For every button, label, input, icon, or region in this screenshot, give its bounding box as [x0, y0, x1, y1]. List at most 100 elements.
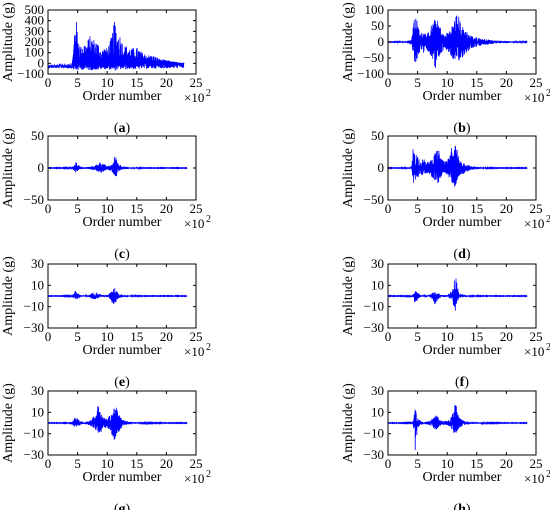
x-tick-label: 20	[160, 329, 173, 344]
x-tick-label: 15	[130, 456, 143, 471]
x-axis-label: Order number	[83, 89, 162, 104]
y-tick-label: 10	[371, 404, 384, 419]
series-line	[388, 404, 528, 450]
x-tick-label: 10	[101, 329, 114, 344]
y-tick-label: 200	[25, 34, 45, 49]
x-tick-label: 5	[74, 329, 81, 344]
plot-frame	[387, 263, 537, 329]
x-multiplier-label: ×10	[524, 90, 544, 105]
y-axis-label: Amplitude (g)	[341, 2, 356, 82]
x-tick-label: 5	[414, 75, 421, 90]
plot-frame	[47, 263, 197, 329]
x-multiplier-label: ×10	[524, 471, 544, 486]
series-line	[388, 15, 528, 68]
caption-letter: f	[460, 375, 465, 390]
panel-caption: (h)	[453, 502, 470, 510]
x-tick-label: 20	[500, 201, 513, 216]
y-tick-label: 100	[365, 2, 385, 17]
x-tick-label: 25	[190, 329, 203, 344]
y-axis-label: Amplitude (g)	[1, 256, 16, 336]
plot-frame	[47, 390, 197, 456]
y-tick-label: 10	[31, 404, 44, 419]
x-axis-label: Order number	[423, 343, 502, 358]
chart-panel-g: 0 5 10 15 20 25 −30 −10 10 30 Order number ×10 2 Ampl…	[1, 383, 211, 510]
x-tick-label: 10	[101, 456, 114, 471]
caption-close-paren: )	[466, 502, 471, 510]
series-line	[48, 21, 185, 71]
x-tick-label: 25	[190, 75, 203, 90]
series-line	[48, 288, 188, 304]
x-multiplier-label: ×10	[184, 90, 204, 105]
x-multiplier-exponent: 2	[206, 469, 211, 480]
caption-open-paren: (	[114, 121, 119, 136]
x-tick-label: 15	[130, 201, 143, 216]
x-tick-label: 5	[414, 201, 421, 216]
y-tick-label: 10	[31, 277, 44, 292]
x-tick-label: 20	[500, 456, 513, 471]
x-tick-label: 0	[45, 75, 52, 90]
x-multiplier-label: ×10	[184, 471, 204, 486]
x-multiplier-exponent: 2	[546, 342, 550, 353]
x-axis-label: Order number	[423, 470, 502, 485]
y-tick-label: 300	[25, 23, 45, 38]
y-tick-label: 30	[371, 383, 384, 398]
y-axis-label: Amplitude (g)	[341, 256, 356, 336]
x-tick-label: 20	[160, 456, 173, 471]
x-axis-label: Order number	[83, 470, 162, 485]
x-tick-label: 15	[470, 201, 483, 216]
caption-letter: e	[119, 375, 125, 390]
y-tick-label: −100	[17, 66, 44, 81]
x-multiplier-exponent: 2	[206, 88, 211, 99]
caption-letter: a	[119, 121, 126, 136]
y-tick-label: −30	[24, 447, 44, 462]
y-tick-label: 0	[38, 160, 45, 175]
y-tick-label: 500	[25, 2, 45, 17]
caption-close-paren: )	[126, 121, 131, 136]
x-tick-label: 20	[160, 75, 173, 90]
y-tick-label: 30	[371, 256, 384, 271]
caption-close-paren: )	[126, 502, 131, 510]
caption-close-paren: )	[125, 247, 130, 262]
y-tick-label: 50	[371, 18, 384, 33]
y-tick-label: −50	[364, 50, 384, 65]
caption-close-paren: )	[466, 247, 471, 262]
x-tick-label: 0	[45, 456, 52, 471]
x-tick-label: 5	[414, 456, 421, 471]
x-tick-label: 25	[530, 456, 543, 471]
x-tick-label: 25	[530, 75, 543, 90]
y-tick-label: −30	[24, 320, 44, 335]
panel-caption: (c)	[114, 247, 130, 262]
caption-open-paren: (	[114, 247, 119, 262]
x-tick-label: 0	[385, 329, 392, 344]
caption-letter: d	[458, 247, 466, 262]
panel-caption: (f)	[455, 375, 469, 390]
chart-panel-e: 0 5 10 15 20 25 −30 −10 10 30 Order number ×10 2 Ampl…	[1, 256, 211, 390]
x-multiplier-label: ×10	[184, 216, 204, 231]
x-axis-label: Order number	[423, 215, 502, 230]
y-tick-label: 30	[31, 256, 44, 271]
y-tick-label: 0	[378, 34, 385, 49]
panel-caption: (b)	[453, 121, 470, 136]
x-tick-label: 5	[74, 75, 81, 90]
y-axis-label: Amplitude (g)	[1, 2, 16, 82]
x-tick-label: 10	[101, 201, 114, 216]
y-axis-label: Amplitude (g)	[1, 128, 16, 208]
y-tick-label: 100	[25, 45, 45, 60]
y-tick-label: 400	[25, 13, 45, 28]
chart-panel-h: 0 5 10 15 20 25 −30 −10 10 30 Order number ×10 2 Ampl…	[341, 383, 550, 510]
x-tick-label: 5	[74, 456, 81, 471]
y-tick-label: −100	[357, 66, 384, 81]
caption-letter: g	[119, 502, 126, 510]
y-tick-label: −10	[364, 426, 384, 441]
x-tick-label: 15	[130, 329, 143, 344]
x-tick-label: 0	[45, 201, 52, 216]
panel-caption: (a)	[114, 121, 131, 136]
series-line	[388, 145, 528, 187]
x-multiplier-label: ×10	[524, 344, 544, 359]
y-tick-label: 50	[31, 128, 44, 143]
x-multiplier-label: ×10	[524, 216, 544, 231]
